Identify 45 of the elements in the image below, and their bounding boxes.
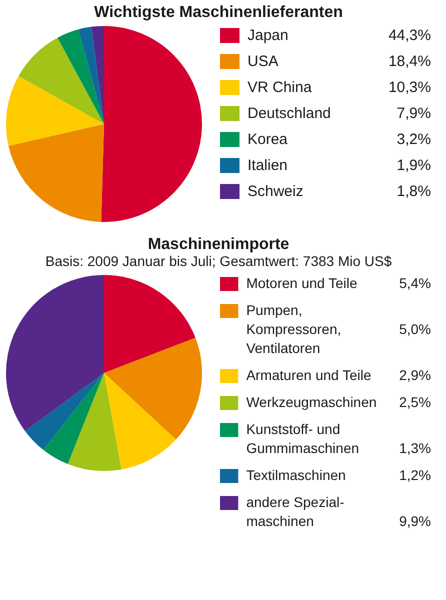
legend-label: Korea <box>248 131 288 148</box>
data-label: 18,4% <box>388 53 431 70</box>
legend-label: Armaturen und Teile <box>246 367 372 383</box>
pie-slice <box>104 373 176 470</box>
data-label: 7,9% <box>396 105 431 122</box>
data-label: 9,9% <box>399 513 431 529</box>
data-label: 1,2% <box>399 467 431 483</box>
chart-title: Wichtigste Maschinenlieferanten <box>94 4 343 21</box>
pie-slice <box>104 275 196 373</box>
legend-label: USA <box>248 53 278 70</box>
pie-slice <box>78 26 104 124</box>
pie-slice <box>8 124 104 222</box>
chart-subtitle: Basis: 2009 Januar bis Juli; Gesamtwert: 7383 Mio US$ <box>45 253 392 269</box>
data-label: 1,3% <box>399 440 431 456</box>
legend-label: Pumpen, Kompressoren, Ventilatoren <box>246 302 342 356</box>
data-label: 5,0% <box>399 321 431 337</box>
pie-slice <box>18 38 104 124</box>
pie-slice <box>6 275 104 432</box>
data-label: 2,9% <box>399 367 431 383</box>
data-label: 3,2% <box>396 131 431 148</box>
legend-label: Textilmaschinen <box>246 467 346 483</box>
pie-slice <box>43 373 104 464</box>
pie-slice <box>25 373 104 450</box>
data-label: 1,8% <box>396 183 431 200</box>
legend-label: VR China <box>248 79 312 96</box>
data-label: 2,5% <box>399 394 431 410</box>
pie-slice <box>6 76 104 146</box>
data-label: 5,4% <box>399 275 431 291</box>
legend-label: Japan <box>248 27 288 44</box>
data-label: 44,3% <box>388 27 431 44</box>
legend-label: Motoren und Teile <box>246 275 358 291</box>
data-label: 1,9% <box>396 157 431 174</box>
pie-slice <box>101 26 202 222</box>
data-label: 10,3% <box>388 79 431 96</box>
legend-label: andere Spezial- maschinen <box>246 494 345 529</box>
pie-slice <box>104 338 202 440</box>
pie-slice <box>91 26 104 124</box>
legend-label: Schweiz <box>248 183 304 200</box>
legend-label: Italien <box>248 157 288 174</box>
legend-label: Werkzeugmaschinen <box>246 394 377 410</box>
legend-label: Deutschland <box>248 105 331 122</box>
pie-slice <box>58 29 104 124</box>
chart-title: Maschinenimporte <box>148 236 290 253</box>
pie-slice <box>68 373 122 471</box>
legend-label: Kunststoff- und Gummimaschinen <box>246 421 360 456</box>
